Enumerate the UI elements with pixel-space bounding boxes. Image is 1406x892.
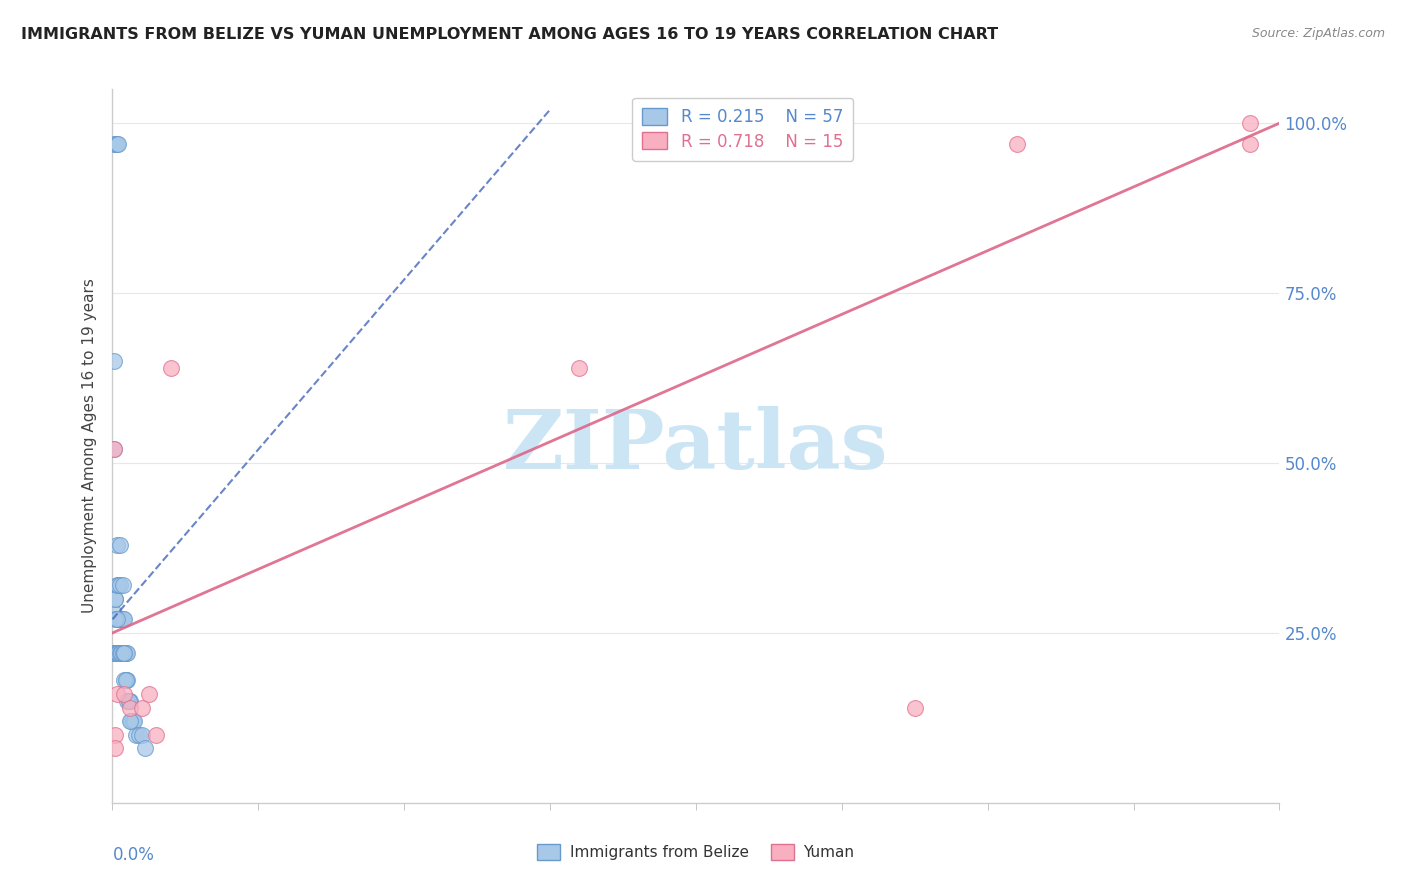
- Point: [118, 700, 141, 714]
- Point: [104, 136, 127, 151]
- Point: [1005, 136, 1028, 151]
- Point: [105, 612, 128, 626]
- Point: [131, 700, 153, 714]
- Point: [107, 646, 129, 660]
- Point: [105, 537, 128, 551]
- Point: [108, 612, 131, 626]
- Point: [104, 646, 127, 660]
- Point: [104, 591, 127, 606]
- Point: [108, 646, 131, 660]
- Point: [107, 612, 129, 626]
- Point: [114, 646, 136, 660]
- Point: [112, 612, 135, 626]
- Point: [160, 360, 183, 375]
- Point: [124, 714, 146, 729]
- Point: [104, 646, 127, 660]
- Point: [112, 646, 135, 660]
- Point: [104, 741, 127, 756]
- Text: ZIPatlas: ZIPatlas: [503, 406, 889, 486]
- Point: [111, 578, 134, 592]
- Point: [107, 646, 129, 660]
- Point: [103, 646, 125, 660]
- Point: [134, 741, 156, 756]
- Point: [108, 578, 131, 592]
- Point: [105, 646, 128, 660]
- Point: [115, 694, 138, 708]
- Point: [1239, 116, 1261, 130]
- Point: [105, 687, 128, 701]
- Point: [112, 673, 135, 688]
- Point: [111, 646, 134, 660]
- Point: [114, 673, 136, 688]
- Point: [107, 646, 129, 660]
- Point: [131, 728, 153, 742]
- Point: [111, 646, 134, 660]
- Point: [118, 694, 141, 708]
- Point: [104, 612, 127, 626]
- Point: [904, 700, 927, 714]
- Point: [103, 354, 125, 368]
- Text: Source: ZipAtlas.com: Source: ZipAtlas.com: [1251, 27, 1385, 40]
- Legend: Immigrants from Belize, Yuman: Immigrants from Belize, Yuman: [531, 838, 860, 866]
- Text: IMMIGRANTS FROM BELIZE VS YUMAN UNEMPLOYMENT AMONG AGES 16 TO 19 YEARS CORRELATI: IMMIGRANTS FROM BELIZE VS YUMAN UNEMPLOY…: [21, 27, 998, 42]
- Point: [103, 442, 125, 457]
- Point: [1239, 136, 1261, 151]
- Point: [112, 687, 135, 701]
- Point: [104, 646, 127, 660]
- Point: [108, 537, 131, 551]
- Point: [110, 646, 132, 660]
- Point: [105, 646, 128, 660]
- Point: [125, 728, 148, 742]
- Point: [103, 136, 125, 151]
- Point: [103, 606, 125, 620]
- Point: [107, 136, 129, 151]
- Point: [105, 612, 128, 626]
- Point: [105, 578, 128, 592]
- Point: [115, 646, 138, 660]
- Point: [104, 728, 127, 742]
- Point: [145, 728, 167, 742]
- Point: [111, 612, 134, 626]
- Y-axis label: Unemployment Among Ages 16 to 19 years: Unemployment Among Ages 16 to 19 years: [82, 278, 97, 614]
- Point: [128, 728, 150, 742]
- Point: [117, 694, 139, 708]
- Point: [107, 578, 129, 592]
- Point: [103, 442, 125, 457]
- Point: [110, 646, 132, 660]
- Point: [115, 673, 138, 688]
- Text: 0.0%: 0.0%: [112, 846, 155, 863]
- Point: [104, 591, 127, 606]
- Point: [120, 714, 142, 729]
- Point: [138, 687, 160, 701]
- Point: [112, 646, 135, 660]
- Point: [122, 714, 145, 729]
- Point: [117, 694, 139, 708]
- Point: [118, 714, 141, 729]
- Point: [110, 612, 132, 626]
- Point: [568, 360, 591, 375]
- Point: [105, 136, 128, 151]
- Point: [114, 673, 136, 688]
